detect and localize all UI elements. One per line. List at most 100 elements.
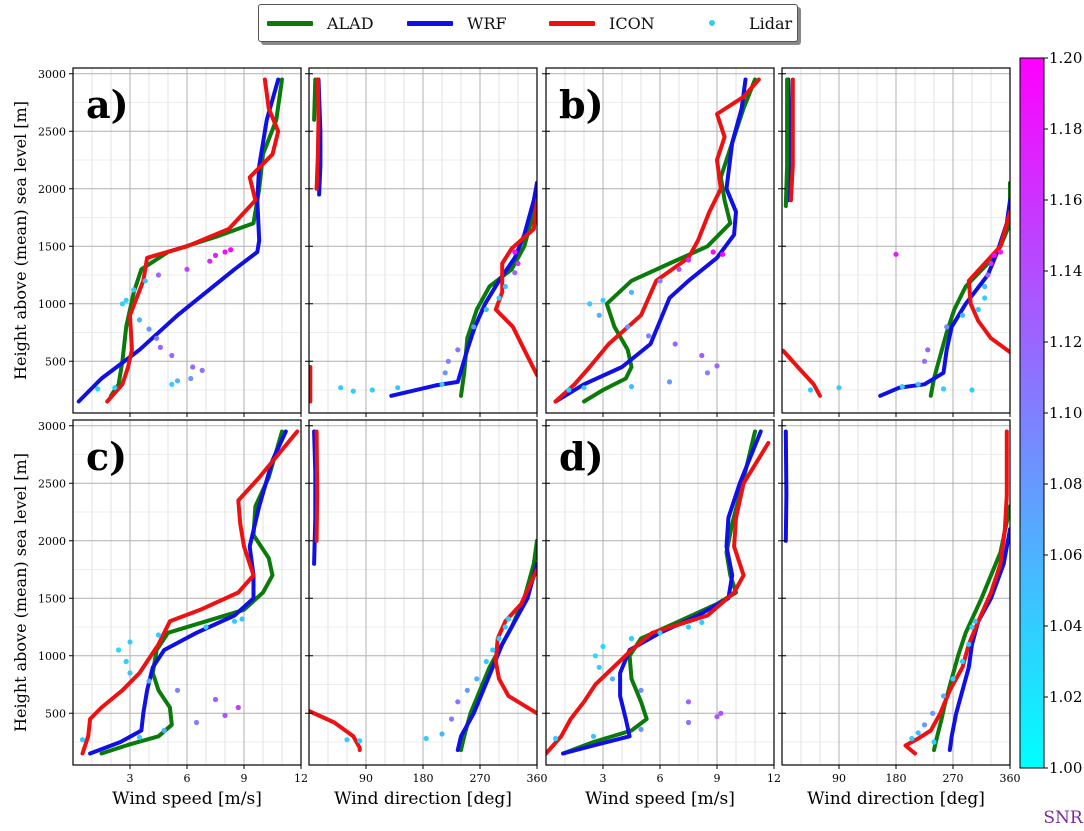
lidar-point <box>369 387 375 393</box>
legend-item-lidar: Lidar <box>689 5 792 41</box>
plot-area <box>553 77 761 404</box>
colorbar-tick-label: 1.10 <box>1049 404 1082 422</box>
series-line-icon <box>782 348 822 398</box>
lidar-point <box>193 719 200 726</box>
lidar-point <box>940 386 947 392</box>
lidar-point <box>123 658 129 665</box>
lidar-point <box>423 735 429 742</box>
lidar-point <box>442 370 448 376</box>
lidar-point <box>199 367 205 373</box>
y-tick-label: 500 <box>45 355 66 368</box>
x-tick-label: 12 <box>294 772 308 785</box>
x-tick-label: 360 <box>1000 772 1021 785</box>
lidar-point <box>515 260 521 267</box>
panel-label: d) <box>559 434 604 479</box>
lidar-point <box>116 647 122 653</box>
lidar-point <box>925 347 931 353</box>
lidar-point <box>207 258 213 264</box>
plot-area <box>76 77 284 404</box>
lidar-point <box>699 619 705 626</box>
series-line-wrf <box>88 429 288 756</box>
legend-swatch-icon <box>549 20 595 26</box>
x-tick-label: 180 <box>413 772 434 785</box>
lidar-point <box>982 283 988 290</box>
lidar-point <box>123 297 129 303</box>
x-axis-label: Wind speed [m/s] <box>585 789 735 809</box>
series-line-alad <box>312 77 318 122</box>
lidar-point <box>338 385 344 391</box>
y-axis-label: Height above (mean) sea level [m] <box>11 101 30 380</box>
lidar-point <box>496 635 502 642</box>
lidar-point <box>212 696 219 703</box>
colorbar: 1.00 1.02 1.04 1.06 1.08 1.10 1.12 1.14 1.16 1.18… <box>1019 49 1084 828</box>
lidar-point <box>685 624 692 630</box>
lidar-point <box>638 726 644 733</box>
legend-label-wrf: WRF <box>467 13 507 33</box>
lidar-point <box>142 278 148 284</box>
lidar-point <box>609 676 616 682</box>
panel-8: 90 180 270 360 Wind direction [deg] <box>778 419 1021 809</box>
y-tick-label: 3000 <box>38 420 66 433</box>
series-line-wrf <box>76 77 281 404</box>
lidar-point <box>439 731 445 737</box>
colorbar-tick-label: 1.06 <box>1049 546 1082 564</box>
y-tick-label: 1500 <box>38 592 66 605</box>
x-tick-label: 270 <box>943 772 964 785</box>
series-line-alad <box>932 504 1010 752</box>
panel-label: a) <box>86 82 129 127</box>
lidar-point <box>899 384 905 390</box>
lidar-point <box>940 693 947 699</box>
lidar-point <box>657 630 663 636</box>
lidar-point <box>581 385 587 391</box>
lidar-point <box>685 719 692 726</box>
x-tick-label: 6 <box>657 772 664 785</box>
lidar-point <box>685 699 692 705</box>
lidar-point <box>455 347 461 353</box>
lidar-point <box>931 739 937 745</box>
series-line-icon <box>493 567 537 716</box>
lidar-point <box>699 352 705 359</box>
panel-5: 500 1000 1500 2000 2500 3000 3 6 9 12 Wind speed [… <box>38 419 308 809</box>
legend-label-lidar: Lidar <box>749 13 793 33</box>
lidar-point <box>136 317 143 323</box>
lidar-point <box>231 618 238 624</box>
panel-4 <box>778 67 1011 417</box>
lidar-point <box>893 251 899 257</box>
lidar-point <box>909 735 915 742</box>
lidar-point <box>127 639 133 645</box>
colorbar-tick-label: 1.02 <box>1049 688 1082 706</box>
lidar-point <box>448 716 455 722</box>
lidar-point <box>638 687 644 693</box>
lidar-point <box>455 699 461 705</box>
lidar-point <box>502 283 508 290</box>
plot-area <box>309 429 537 752</box>
series-line-wrf <box>783 429 789 543</box>
lidar-point <box>154 335 160 341</box>
lidar-point <box>720 251 726 257</box>
lidar-point <box>625 324 631 330</box>
series-line-icon <box>309 709 362 752</box>
lidar-point <box>921 722 928 728</box>
x-tick-label: 180 <box>886 772 907 785</box>
lidar-point <box>235 704 241 711</box>
panel-7: 3 6 9 12 Wind speed [m/s] d) <box>542 419 781 809</box>
x-axis-label: Wind direction [deg] <box>807 789 985 809</box>
lidar-point <box>657 278 663 284</box>
lidar-point <box>146 678 152 684</box>
lidar-point <box>944 324 950 330</box>
lidar-point <box>975 306 981 313</box>
lidar-point <box>704 370 711 376</box>
series-line-wrf <box>553 77 748 404</box>
lidar-point <box>95 386 101 392</box>
lidar-point <box>146 326 152 332</box>
x-tick-label: 9 <box>714 772 721 785</box>
lidar-point <box>174 687 181 693</box>
lidar-point <box>676 266 682 272</box>
lidar-point <box>991 252 997 258</box>
lidar-point <box>985 272 991 278</box>
lidar-point <box>592 653 599 659</box>
legend-swatch-wrf <box>407 20 453 26</box>
panel-1: 500 1000 1500 2000 2500 3000 a) <box>38 67 302 417</box>
lidar-point <box>969 624 975 630</box>
series-line-icon <box>493 198 537 378</box>
